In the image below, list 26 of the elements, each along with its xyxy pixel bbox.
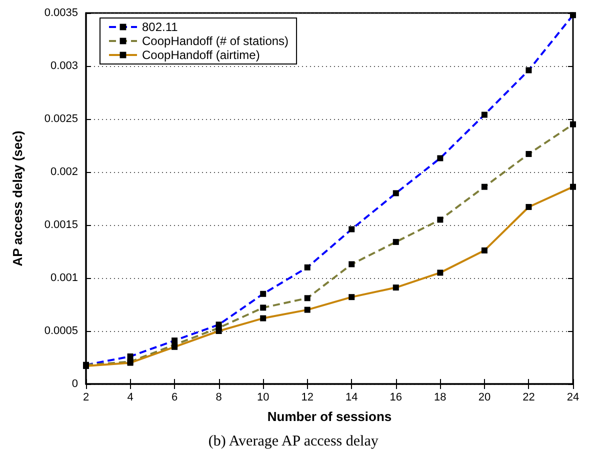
legend-label: CoopHandoff (# of stations) xyxy=(142,34,289,48)
y-axis-title: AP access delay (sec) xyxy=(10,130,25,266)
y-tick-label: 0 xyxy=(72,378,78,390)
x-tick-label: 8 xyxy=(216,392,222,404)
x-tick-label: 12 xyxy=(301,392,314,404)
text: (b) Average AP access delay xyxy=(208,434,379,450)
x-tick-label: 14 xyxy=(346,392,358,404)
y-tick-label: 0.0025 xyxy=(44,113,78,125)
x-tick-label: 18 xyxy=(434,392,446,404)
y-tick-label: 0.0005 xyxy=(44,325,78,337)
y-tick-label: 0.0015 xyxy=(44,219,78,231)
y-tick-label: 0.001 xyxy=(50,272,78,284)
legend-label: CoopHandoff (airtime) xyxy=(142,48,260,62)
legend-label: 802.11 xyxy=(142,20,178,34)
y-tick-label: 0.002 xyxy=(50,166,78,178)
x-tick-label: 22 xyxy=(522,392,535,404)
x-tick-label: 10 xyxy=(256,392,270,404)
x-tick-label: 4 xyxy=(127,392,134,404)
x-tick-label: 2 xyxy=(82,392,90,404)
x-axis-title: Number of sessions xyxy=(267,409,392,424)
x-tick-label: 6 xyxy=(171,392,178,404)
x-tick-label: 16 xyxy=(390,392,402,404)
x-tick-label: 20 xyxy=(478,392,491,404)
y-tick-label: 0.0035 xyxy=(44,7,78,19)
y-tick-label: 0.003 xyxy=(50,60,78,72)
x-tick-label: 24 xyxy=(566,392,580,404)
